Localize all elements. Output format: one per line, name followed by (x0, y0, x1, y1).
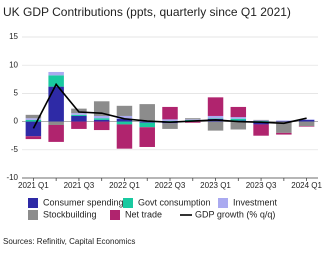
x-tick-label: 2021 Q1 (18, 181, 49, 190)
bar-segment (298, 121, 315, 127)
bar-segment (93, 115, 110, 119)
bar-segment (116, 115, 133, 119)
bar-segment (298, 119, 315, 122)
bar-segment (116, 124, 133, 149)
bar-segment (207, 115, 224, 119)
y-tick-label: 5 (14, 89, 19, 98)
bar-segment (185, 118, 201, 120)
bar-segment (253, 119, 269, 121)
legend-swatch (28, 198, 38, 208)
bar-segment (25, 136, 42, 140)
bar-segment (71, 113, 87, 115)
bar-segment (48, 124, 64, 142)
legend-swatch (28, 210, 38, 220)
bar-segment (207, 121, 224, 131)
bar-segment (116, 121, 133, 125)
bar-segment (93, 121, 110, 131)
bar-segment (25, 121, 42, 137)
bar-segment (139, 121, 155, 123)
source-note: Sources: Refinitiv, Capital Economics (3, 237, 135, 246)
y-tick-label: 10 (9, 60, 18, 69)
legend-label: GDP growth (% q/q) (195, 209, 275, 219)
legend-label: Investment (233, 197, 278, 207)
bar-segment (185, 121, 201, 123)
bar-segment (93, 118, 110, 120)
y-tick-label: -10 (6, 173, 18, 182)
x-tick-label: 2023 Q1 (200, 181, 231, 190)
bar-segment (207, 118, 224, 119)
legend-swatch (110, 210, 120, 220)
gdp-line (32, 82, 307, 129)
bar-segment (25, 118, 42, 120)
bar-segment (230, 121, 247, 130)
chart-title: UK GDP Contributions (ppts, quarterly si… (3, 5, 291, 19)
bar-segment (162, 106, 178, 120)
bar-segment (71, 121, 87, 129)
bar-segment (253, 121, 269, 125)
bar-segment (276, 121, 292, 122)
bar-segment (162, 119, 178, 122)
bar-segment (276, 120, 292, 122)
bar-segment (25, 114, 42, 119)
x-tick-label: 2022 Q1 (109, 181, 140, 190)
bar-segment (207, 97, 224, 116)
x-tick-label: 2022 Q3 (155, 181, 186, 190)
bar-segment (93, 119, 110, 122)
bar-segment (48, 86, 64, 122)
bar-segment (162, 123, 178, 129)
bar-segment (139, 127, 155, 147)
bar-segment (116, 118, 133, 122)
y-tick-label: 0 (14, 117, 19, 126)
legend-swatch (123, 198, 133, 208)
bar-segment (230, 118, 247, 121)
bar-segment (139, 122, 155, 128)
bar-segment (139, 104, 155, 121)
bar-segment (298, 126, 315, 127)
x-tick-label: 2021 Q3 (64, 181, 95, 190)
bar-segment (230, 106, 247, 118)
bar-segment (71, 115, 87, 122)
y-tick-label: -5 (11, 145, 19, 154)
bar-segment (298, 119, 315, 120)
bar-segment (185, 119, 201, 121)
bar-segment (185, 119, 201, 120)
legend-label: Net trade (125, 209, 162, 219)
y-tick-label: 15 (9, 32, 18, 41)
bar-segment (276, 121, 292, 133)
x-tick-label: 2024 Q1 (291, 181, 322, 190)
bar-segment (162, 121, 178, 122)
legend-label: Stockbuilding (43, 209, 97, 219)
bar-segment (48, 75, 64, 87)
bar-segment (276, 132, 292, 135)
legend-label: Consumer spending (43, 197, 124, 207)
bar-segment (253, 124, 269, 136)
x-tick-label: 2023 Q3 (246, 181, 277, 190)
bar-segment (253, 121, 269, 122)
bar-segment (48, 71, 64, 76)
bar-segment (253, 120, 269, 122)
legend-swatch (218, 198, 228, 208)
legend-label: Govt consumption (138, 197, 211, 207)
bar-segment (25, 119, 42, 122)
bar-segment (230, 117, 247, 119)
bar-segment (71, 114, 87, 116)
bar-segment (48, 121, 64, 125)
bar-segment (116, 105, 133, 116)
